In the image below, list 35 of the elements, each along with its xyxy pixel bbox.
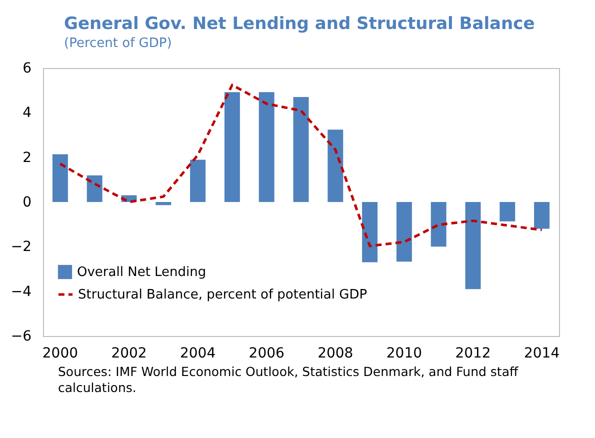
chart-title: General Gov. Net Lending and Structural Balance	[64, 14, 536, 34]
x-tick-label: 2008	[318, 346, 354, 362]
y-tick-label: −6	[10, 328, 32, 344]
bar	[190, 160, 206, 202]
legend-label: Structural Balance, percent of potential GDP	[78, 288, 368, 302]
y-tick-label: 0	[22, 194, 32, 210]
bar	[534, 202, 550, 229]
x-tick-label: 2002	[111, 346, 147, 362]
bar	[258, 92, 274, 202]
bar	[224, 92, 240, 202]
y-tick-label: 2	[22, 150, 32, 166]
y-tick-label: 6	[22, 60, 32, 76]
bar	[465, 202, 481, 290]
bar	[396, 202, 412, 262]
bar	[328, 130, 344, 202]
bar	[430, 202, 446, 247]
y-tick-label: 4	[22, 105, 32, 122]
x-tick-label: 2014	[524, 346, 560, 362]
bar	[156, 202, 172, 206]
x-tick-label: 2012	[455, 346, 491, 362]
y-tick-label: −2	[10, 239, 32, 256]
x-tick-label: 2006	[248, 346, 284, 362]
bar	[86, 175, 102, 202]
chart-subtitle: (Percent of GDP)	[64, 36, 173, 51]
source-note: Sources: IMF World Economic Outlook, Statistics Denmark, and Fund staff calculations.	[58, 364, 520, 396]
bar	[52, 154, 68, 202]
x-tick-label: 2004	[180, 346, 216, 362]
bar	[500, 202, 516, 222]
bar	[293, 97, 309, 202]
legend-label: Overall Net Lending	[77, 265, 206, 280]
y-tick-label: −4	[10, 284, 32, 300]
x-tick-label: 2000	[42, 346, 78, 362]
bar	[362, 202, 378, 262]
line-series	[58, 84, 544, 248]
x-tick-label: 2010	[386, 346, 422, 362]
